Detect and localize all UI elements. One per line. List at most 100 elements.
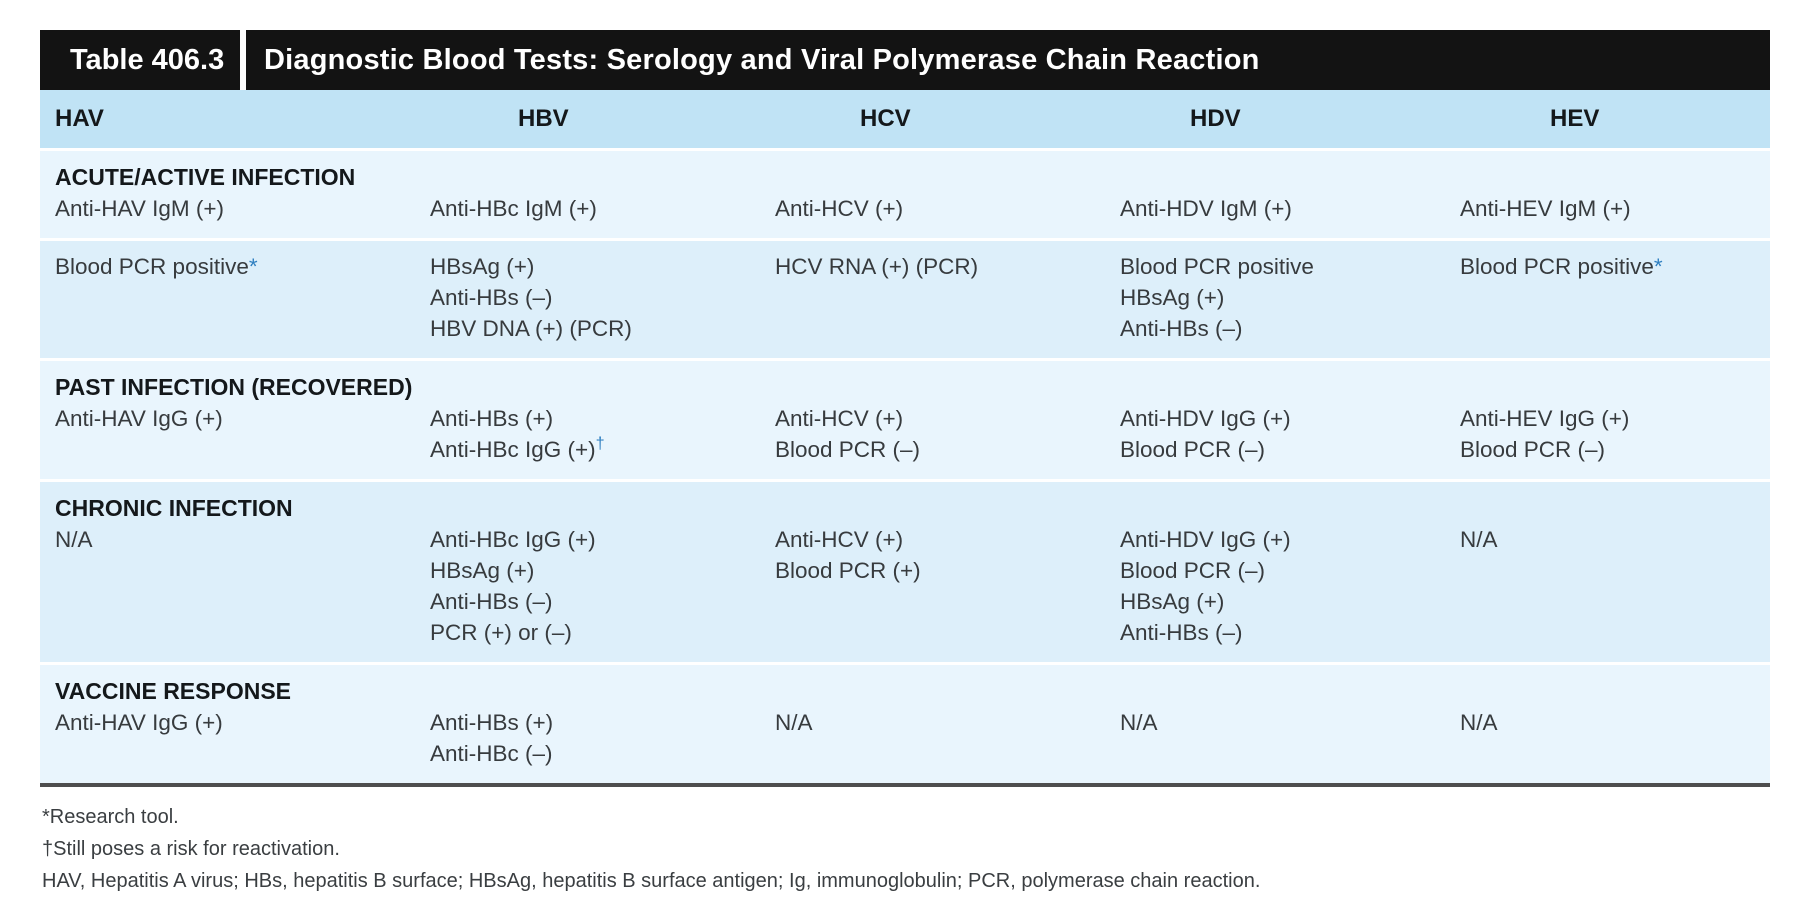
column-header-hdv: HDV (1190, 105, 1241, 132)
cell-line: Blood PCR (+) (775, 558, 921, 583)
cell-line: Anti-HBc (–) (430, 741, 553, 766)
table-number: Table 406.3 (40, 30, 240, 90)
cell-line: HBsAg (+) (1120, 285, 1225, 310)
titlebar-divider (240, 30, 246, 90)
column-header-hav: HAV (55, 105, 104, 132)
cell-line: N/A (55, 527, 93, 552)
section-title: PAST INFECTION (RECOVERED) (55, 374, 413, 400)
table-cell: Anti-HCV (+) Blood PCR (–) (760, 403, 1105, 465)
table-cell: N/A (40, 524, 415, 648)
table-band: Blood PCR positive* HBsAg (+) Anti-HBs (–)… (40, 241, 1770, 358)
column-header-row: HAV HBV HCV HDV HEV (40, 90, 1770, 148)
table-cell: Anti-HBc IgG (+) HBsAg (+) Anti-HBs (–) PCR… (415, 524, 760, 648)
cell-line: Anti-HBs (–) (430, 285, 553, 310)
column-header-hcv: HCV (860, 105, 911, 132)
table-band: CHRONIC INFECTION N/A Anti-HBc IgG (+) HBsA… (40, 482, 1770, 662)
section-title: ACUTE/ACTIVE INFECTION (55, 164, 356, 190)
table-cell: Anti-HCV (+) (760, 193, 1105, 224)
cell-line: HBsAg (+) (430, 254, 535, 279)
cell-line: Anti-HDV IgM (+) (1120, 196, 1292, 221)
table-cell: HCV RNA (+) (PCR) (760, 251, 1105, 344)
cell-line: Blood PCR (–) (1460, 437, 1606, 462)
column-header-hev: HEV (1550, 105, 1600, 132)
cell-line: Anti-HBs (+) (430, 406, 554, 431)
table-cell: Blood PCR positive HBsAg (+) Anti-HBs (–) (1105, 251, 1445, 344)
band-row: N/A Anti-HBc IgG (+) HBsAg (+) Anti-HBs (–)… (40, 524, 1770, 648)
cell-line: Anti-HBc IgG (+) (430, 527, 596, 552)
cell-line: Anti-HEV IgG (+) (1460, 406, 1630, 431)
column-header-hbv: HBV (518, 105, 569, 132)
table-cell: Anti-HDV IgM (+) (1105, 193, 1445, 224)
table-body: ACUTE/ACTIVE INFECTION Anti-HAV IgM (+) An… (40, 151, 1770, 787)
cell-line: Anti-HBs (–) (430, 589, 553, 614)
cell-line: HBV DNA (+) (PCR) (430, 316, 632, 341)
table-cell: Anti-HBs (+) Anti-HBc IgG (+)† (415, 403, 760, 465)
table-cell: N/A (1105, 707, 1445, 769)
cell-line: HCV RNA (+) (PCR) (775, 254, 979, 279)
table-cell: HBsAg (+) Anti-HBs (–) HBV DNA (+) (PCR) (415, 251, 760, 344)
diagnostic-blood-tests-table: Table 406.3 Diagnostic Blood Tests: Sero… (40, 30, 1770, 897)
table-cell: N/A (1445, 524, 1770, 648)
table-title: Diagnostic Blood Tests: Serology and Vir… (246, 30, 1770, 90)
band-row: Anti-HAV IgG (+) Anti-HBs (+) Anti-HBc IgG… (40, 403, 1770, 465)
cell-line: N/A (1460, 527, 1498, 552)
cell-line: Anti-HBc IgG (+)† (430, 434, 605, 462)
cell-line: N/A (1460, 710, 1498, 735)
cell-line: Anti-HCV (+) (775, 527, 904, 552)
cell-line: Anti-HBs (+) (430, 710, 554, 735)
cell-line: Blood PCR positive (1120, 254, 1314, 279)
cell-line: Anti-HDV IgG (+) (1120, 527, 1291, 552)
cell-line: Blood PCR positive* (1460, 254, 1663, 279)
cell-line: Anti-HCV (+) (775, 406, 904, 431)
footnote-marker: * (1653, 254, 1663, 279)
cell-line: Blood PCR positive* (55, 254, 258, 279)
footnote: HAV, Hepatitis A virus; HBs, hepatitis B… (42, 870, 1261, 892)
table-band: ACUTE/ACTIVE INFECTION Anti-HAV IgM (+) An… (40, 151, 1770, 238)
table-titlebar: Table 406.3 Diagnostic Blood Tests: Sero… (40, 30, 1770, 90)
cell-line: Anti-HAV IgG (+) (55, 406, 223, 431)
table-cell: Anti-HAV IgG (+) (40, 707, 415, 769)
table-cell: Blood PCR positive* (1445, 251, 1770, 344)
footnote: †Still poses a risk for reactivation. (42, 838, 340, 860)
cell-line: N/A (1120, 710, 1158, 735)
cell-line: Anti-HDV IgG (+) (1120, 406, 1291, 431)
footnote-marker: † (595, 434, 605, 453)
table-cell: Anti-HDV IgG (+) Blood PCR (–) HBsAg (+) An… (1105, 524, 1445, 648)
table-cell: N/A (1445, 707, 1770, 769)
cell-line: Anti-HBc IgM (+) (430, 196, 597, 221)
cell-line: HBsAg (+) (430, 558, 535, 583)
cell-line: Anti-HBs (–) (1120, 316, 1243, 341)
cell-line: Anti-HEV IgM (+) (1460, 196, 1631, 221)
cell-line: Blood PCR (–) (775, 437, 921, 462)
cell-line: Anti-HCV (+) (775, 196, 904, 221)
band-row: Anti-HAV IgG (+) Anti-HBs (+) Anti-HBc (–)… (40, 707, 1770, 769)
cell-line: Anti-HBs (–) (1120, 620, 1243, 645)
table-band: PAST INFECTION (RECOVERED) Anti-HAV IgG (… (40, 361, 1770, 479)
table-cell: Blood PCR positive* (40, 251, 415, 344)
cell-line: Blood PCR (–) (1120, 437, 1266, 462)
section-title: VACCINE RESPONSE (55, 678, 292, 704)
cell-line: Anti-HAV IgM (+) (55, 196, 224, 221)
footnote: *Research tool. (42, 806, 179, 828)
table-cell: Anti-HAV IgM (+) (40, 193, 415, 224)
section-title: CHRONIC INFECTION (55, 495, 293, 521)
table-cell: Anti-HEV IgG (+) Blood PCR (–) (1445, 403, 1770, 465)
table-band: VACCINE RESPONSE Anti-HAV IgG (+) Anti-HBs… (40, 665, 1770, 783)
table-cell: Anti-HBc IgM (+) (415, 193, 760, 224)
cell-line: N/A (775, 710, 813, 735)
band-row: Anti-HAV IgM (+) Anti-HBc IgM (+) Anti-HCV… (40, 193, 1770, 224)
band-row: Blood PCR positive* HBsAg (+) Anti-HBs (–)… (40, 251, 1770, 344)
cell-line: Anti-HAV IgG (+) (55, 710, 223, 735)
cell-line: Blood PCR (–) (1120, 558, 1266, 583)
table-cell: Anti-HEV IgM (+) (1445, 193, 1770, 224)
table-cell: N/A (760, 707, 1105, 769)
table-cell: Anti-HCV (+) Blood PCR (+) (760, 524, 1105, 648)
footnotes: *Research tool. †Still poses a risk for r… (40, 801, 1770, 897)
cell-line: PCR (+) or (–) (430, 620, 572, 645)
footnote-marker: * (248, 254, 258, 279)
table-cell: Anti-HDV IgG (+) Blood PCR (–) (1105, 403, 1445, 465)
cell-line: HBsAg (+) (1120, 589, 1225, 614)
table-cell: Anti-HBs (+) Anti-HBc (–) (415, 707, 760, 769)
table-cell: Anti-HAV IgG (+) (40, 403, 415, 465)
